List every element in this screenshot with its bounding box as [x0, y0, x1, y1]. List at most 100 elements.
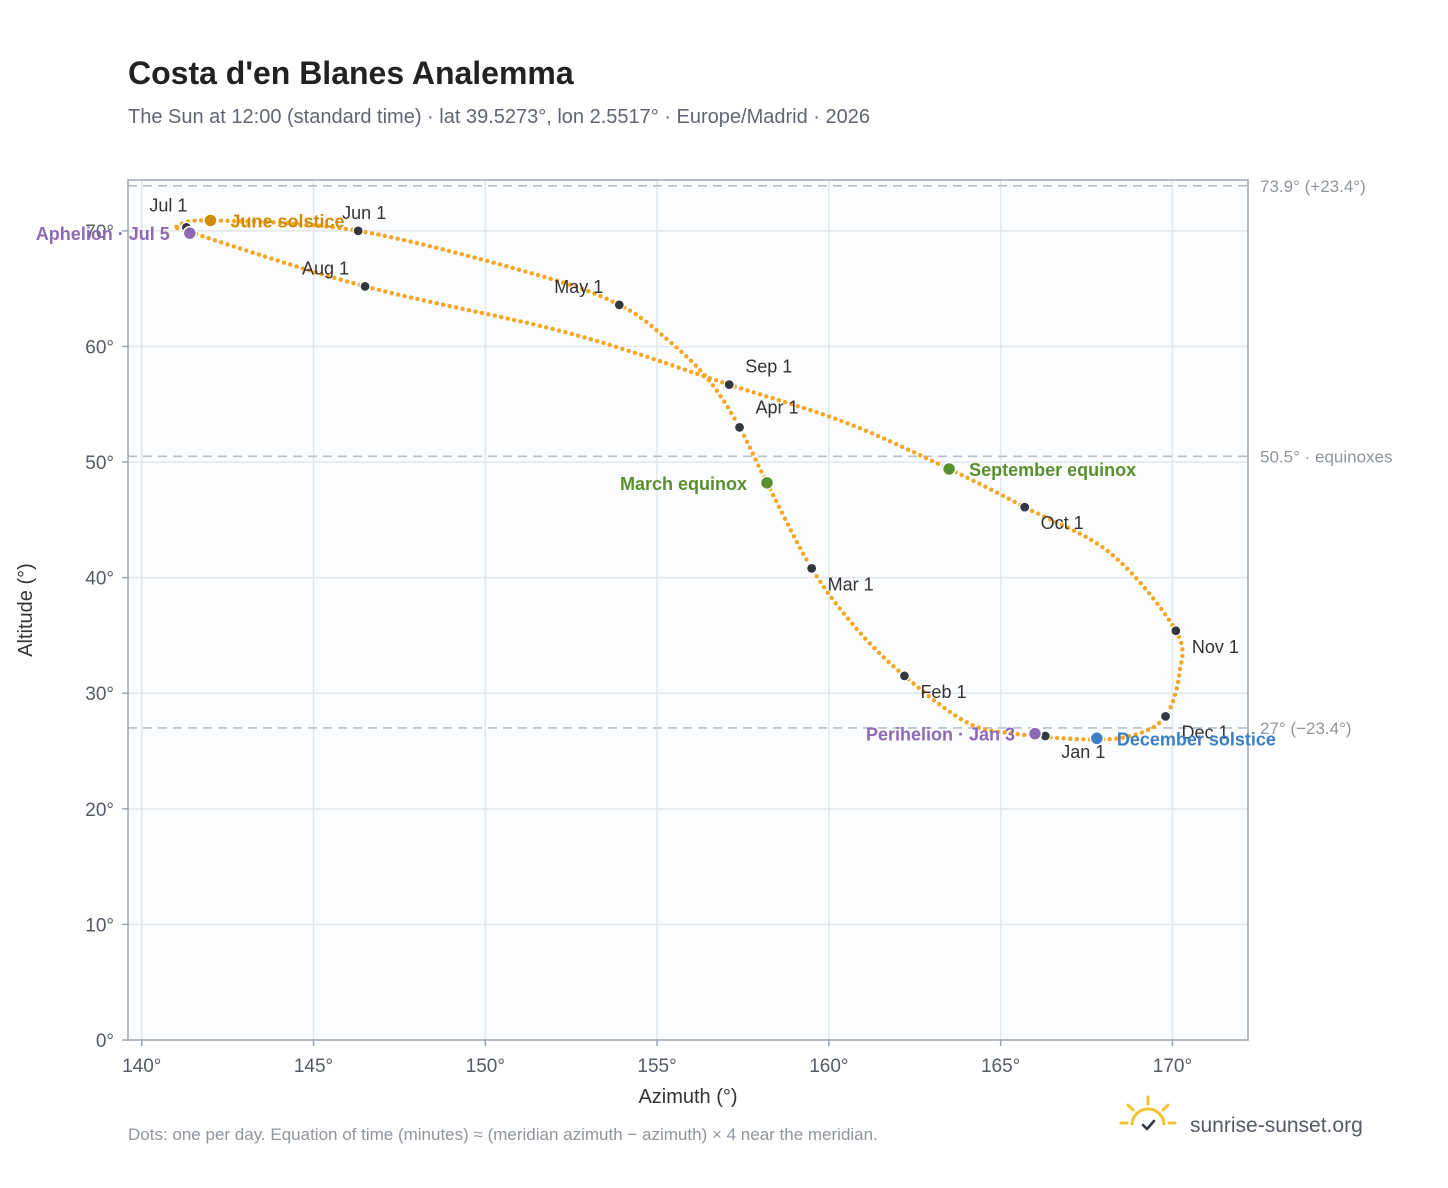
daily-sun-dot: [1174, 686, 1179, 691]
daily-sun-dot: [269, 256, 274, 261]
event-marker-label: March equinox: [620, 474, 747, 494]
month-marker-dot: [1019, 501, 1031, 513]
daily-sun-dot: [271, 220, 276, 225]
daily-sun-dot: [759, 469, 764, 474]
month-marker-label: Dec 1: [1182, 722, 1229, 742]
daily-sun-dot: [1047, 517, 1053, 522]
daily-sun-dot: [313, 270, 318, 275]
daily-sun-dot: [850, 621, 855, 626]
daily-sun-dot: [1008, 731, 1014, 736]
daily-sun-dot: [1146, 591, 1152, 596]
daily-sun-dot: [598, 293, 603, 299]
daily-sun-dot: [881, 655, 887, 660]
daily-sun-dot: [175, 225, 180, 231]
daily-sun-dot: [845, 421, 850, 426]
daily-sun-dot: [926, 693, 931, 699]
daily-sun-dot: [923, 455, 929, 461]
daily-sun-dot: [770, 396, 775, 401]
daily-sun-dot: [573, 284, 579, 289]
daily-sun-dot: [610, 299, 615, 304]
daily-sun-dot: [626, 348, 631, 353]
daily-sun-dot: [770, 492, 776, 498]
daily-sun-dot: [714, 388, 720, 393]
event-markers: March equinox September equinox June solst…: [36, 211, 1276, 749]
daily-sun-dot: [710, 383, 716, 388]
daily-sun-dot: [1015, 731, 1020, 737]
event-marker-label: September equinox: [969, 460, 1136, 480]
daily-sun-dot: [453, 250, 458, 255]
daily-sun-dot: [238, 218, 243, 224]
daily-sun-dot: [697, 368, 703, 373]
daily-sun-dot: [713, 378, 719, 383]
daily-sun-dot: [814, 410, 819, 415]
daily-sun-dot: [569, 331, 574, 337]
daily-sun-dot: [370, 286, 375, 291]
daily-sun-dot: [741, 433, 747, 439]
daily-sun-dot: [1035, 511, 1041, 516]
daily-sun-dot: [684, 354, 689, 359]
daily-sun-dot: [1100, 544, 1105, 550]
daily-sun-dot: [447, 303, 452, 309]
daily-sun-dot: [921, 689, 926, 695]
event-marker-label: June solstice: [230, 211, 344, 231]
daily-sun-dot: [644, 319, 649, 325]
daily-sun-dot: [1105, 548, 1110, 554]
daily-sun-dot: [1065, 525, 1071, 530]
daily-sun-dot: [582, 335, 587, 340]
reference-line-label: 27° (−23.4°): [1260, 719, 1352, 738]
daily-sun-dot: [446, 248, 452, 254]
daily-sun-dot: [869, 431, 875, 436]
daily-sun-dot: [983, 484, 988, 489]
daily-sun-dot: [491, 260, 496, 265]
daily-sun-dot: [825, 590, 831, 595]
month-marker-label: Apr 1: [756, 397, 799, 417]
daily-sun-dot: [579, 286, 585, 292]
event-marker-dot: [941, 461, 957, 477]
daily-sun-dot: [657, 358, 663, 364]
daily-sun-dot: [851, 423, 856, 428]
daily-sun-dot: [745, 388, 750, 393]
daily-sun-dot: [1114, 736, 1119, 741]
daily-sun-dot: [478, 257, 484, 262]
daily-sun-dot: [389, 235, 394, 240]
daily-sun-dot: [281, 260, 287, 265]
daily-sun-dot: [408, 239, 413, 244]
daily-sun-dot: [262, 254, 268, 259]
x-tick-label: 160°: [809, 1056, 848, 1077]
daily-sun-dot: [1054, 735, 1060, 741]
daily-sun-dot: [275, 258, 280, 263]
daily-sun-dot: [256, 252, 262, 257]
daily-sun-dot: [891, 664, 896, 669]
daily-sun-dot: [776, 504, 782, 510]
daily-sun-dot: [291, 221, 296, 226]
event-marker-label: Perihelion · Jan 3: [866, 725, 1015, 745]
daily-sun-dot: [881, 436, 887, 441]
daily-sun-dot: [383, 289, 388, 294]
daily-sun-dot: [402, 293, 407, 299]
daily-sun-dot: [604, 296, 609, 301]
daily-sun-dot: [251, 219, 257, 224]
daily-sun-dot: [497, 262, 503, 267]
daily-sun-dot: [797, 545, 803, 551]
daily-sun-dot: [561, 280, 566, 285]
event-marker-dot: [759, 475, 775, 491]
daily-sun-dot: [1125, 566, 1130, 571]
daily-sun-dot: [1115, 557, 1120, 562]
daily-sun-dot: [917, 452, 923, 458]
daily-sun-dot: [905, 447, 911, 452]
daily-sun-dot: [421, 242, 426, 247]
daily-sun-dot: [395, 236, 400, 241]
daily-sun-dot: [325, 273, 331, 279]
daily-sun-dot: [645, 354, 650, 360]
daily-sun-dot: [332, 275, 337, 281]
daily-sun-dot: [899, 444, 905, 449]
daily-sun-dot: [829, 595, 834, 601]
daily-sun-dot: [818, 579, 823, 585]
daily-sun-dot: [937, 701, 942, 707]
daily-sun-dot: [1175, 679, 1181, 685]
daily-sun-dot: [434, 245, 439, 250]
daily-sun-dot: [258, 219, 263, 225]
event-marker-dot: [182, 225, 198, 241]
daily-sun-dot: [516, 267, 522, 272]
month-marker-dot: [613, 299, 625, 311]
